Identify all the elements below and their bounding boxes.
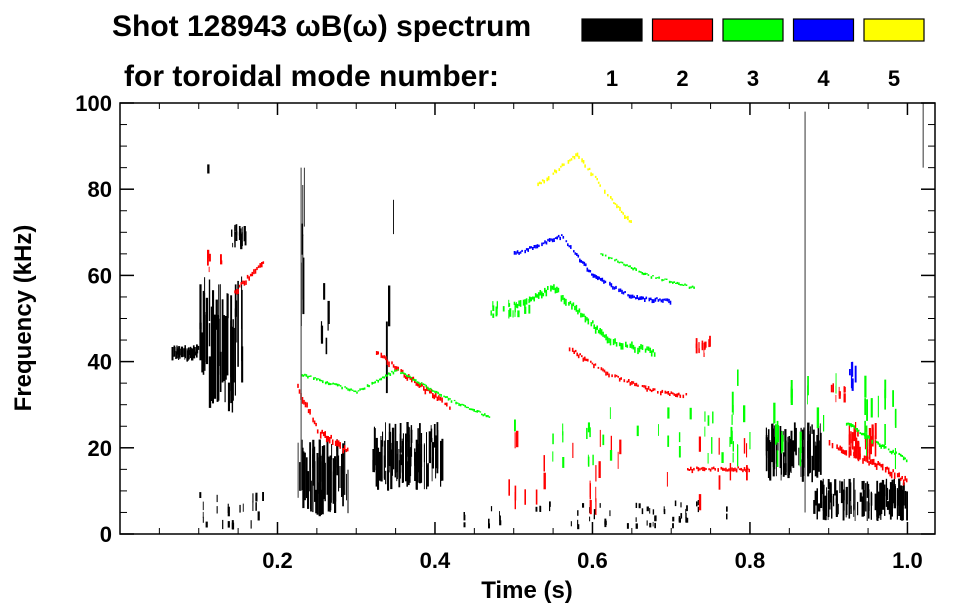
y-tick-label: 40 (88, 350, 112, 375)
y-tick-label: 0 (100, 522, 112, 547)
mode-track-5 (537, 152, 632, 223)
mode-track-2 (828, 440, 908, 486)
x-tick-label: 0.6 (577, 548, 608, 573)
legend-swatch-mode-1 (581, 18, 643, 42)
spectral-blob-mode-1 (463, 500, 728, 530)
legend-swatch-mode-2 (651, 18, 714, 42)
axes: 0.2 0.4 0.6 0.8 1.0 0 20 40 60 80 100 (75, 91, 935, 573)
mode-track-3 (600, 253, 695, 289)
mode-track-3 (513, 284, 656, 357)
spectral-blob-mode-2 (508, 429, 748, 515)
spectral-blob-mode-1 (231, 224, 247, 250)
spectral-blob-mode-1 (199, 492, 264, 530)
legend-swatch-mode-4 (792, 18, 855, 42)
x-tick-label: 1.0 (892, 548, 923, 573)
spectral-blob-mode-1 (320, 283, 330, 355)
spectral-blob-mode-1 (171, 344, 200, 362)
spectral-blob-mode-4 (849, 361, 857, 391)
spectral-blob-mode-3 (514, 404, 734, 468)
spectral-blob-mode-1 (207, 164, 210, 174)
spectral-blob-mode-1 (297, 439, 349, 517)
x-axis-label: Time (s) (481, 577, 573, 604)
mode-track-4 (513, 234, 672, 305)
spectral-blob-mode-3 (711, 369, 897, 470)
x-tick-label: 0.2 (262, 548, 293, 573)
spectral-blob-mode-1 (372, 422, 444, 491)
spectral-blob-mode-1 (765, 422, 822, 483)
mode-track-2 (234, 261, 265, 295)
spectral-blob-mode-2 (695, 335, 711, 357)
mode-track-2 (375, 351, 451, 410)
spectral-blob-mode-2 (830, 383, 846, 403)
legend-swatch-mode-5 (863, 18, 925, 42)
mode-track-2 (297, 383, 349, 454)
y-tick-label: 20 (88, 436, 112, 461)
spectrogram-content (171, 103, 924, 530)
legend-label-mode-5: 5 (888, 66, 900, 91)
spectral-blob-mode-1 (813, 478, 908, 521)
y-tick-label: 80 (88, 177, 112, 202)
x-tick-label: 0.4 (420, 548, 451, 573)
y-tick-label: 60 (88, 263, 112, 288)
mode-track-3 (301, 369, 491, 418)
x-tick-label: 0.8 (735, 548, 766, 573)
spectral-blob-mode-1 (385, 199, 394, 394)
mode-track-3 (845, 422, 908, 463)
y-tick-label: 100 (75, 91, 112, 116)
y-axis-label: Frequency (kHz) (10, 225, 37, 412)
chart-title-line1: Shot 128943 ωB(ω) spectrum (112, 10, 531, 43)
legend-swatch-mode-3 (722, 18, 784, 42)
legend-label-mode-2: 2 (676, 66, 688, 91)
chart-title-line2: for toroidal mode number: (124, 60, 499, 93)
mode-legend: 1 2 3 4 5 (581, 18, 925, 91)
spectral-blob-mode-1 (199, 276, 244, 413)
legend-label-mode-1: 1 (606, 66, 618, 91)
spectral-blob-mode-2 (207, 249, 223, 273)
mode-track-2 (687, 466, 750, 474)
legend-label-mode-4: 4 (817, 66, 830, 91)
legend-label-mode-3: 3 (747, 66, 759, 91)
mode-track-2 (568, 347, 688, 399)
